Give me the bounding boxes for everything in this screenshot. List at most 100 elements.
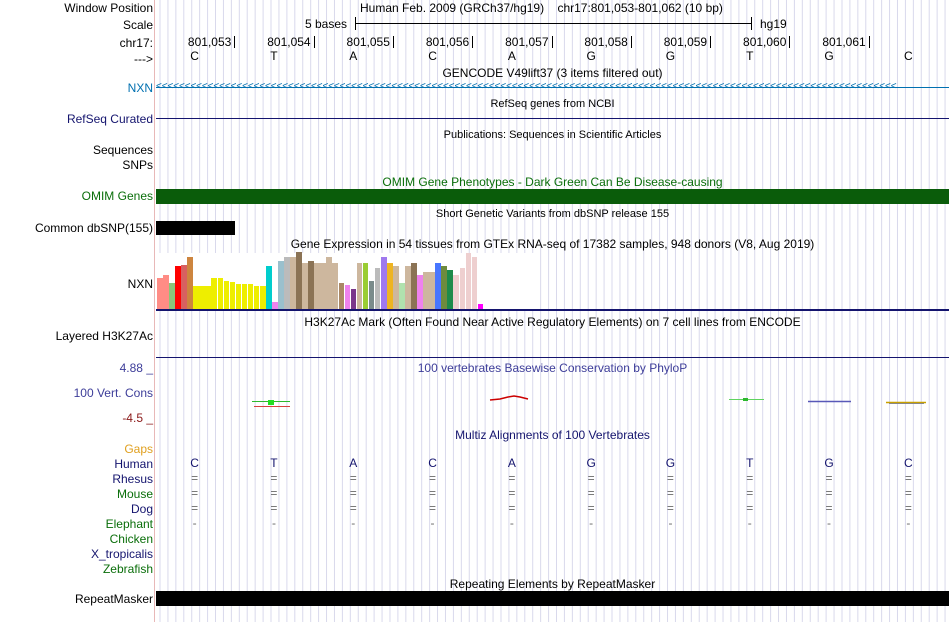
- gtex-tissue-bar[interactable]: [417, 274, 423, 309]
- multiz-species-zebrafish[interactable]: Zebrafish: [102, 562, 153, 576]
- gtex-tissue-bar[interactable]: [380, 256, 387, 309]
- multiz-dog-cell: =: [429, 501, 437, 515]
- gtex-tissue-bar[interactable]: [271, 302, 278, 309]
- gtex-tissue-bar[interactable]: [265, 266, 272, 309]
- gtex-tissue-bar[interactable]: [308, 260, 314, 309]
- gtex-tissue-bar[interactable]: [411, 263, 417, 309]
- gtex-tissue-bar[interactable]: [423, 271, 429, 309]
- multiz-human-base: A: [349, 456, 358, 470]
- publications-track-title[interactable]: Publications: Sequences in Scientific Ar…: [443, 129, 662, 141]
- multiz-elephant-cell: -: [192, 516, 197, 530]
- gtex-tissue-bar[interactable]: [350, 289, 357, 309]
- gtex-tissue-bar[interactable]: [223, 280, 230, 309]
- gtex-tissue-bar[interactable]: [320, 263, 327, 309]
- ruler-tick: [313, 36, 315, 48]
- gencode-gene-label[interactable]: NXN: [127, 81, 153, 95]
- gtex-tissue-bar[interactable]: [247, 284, 254, 309]
- h3k27ac-track-title[interactable]: H3K27Ac Mark (Often Found Near Active Re…: [304, 315, 801, 329]
- gtex-tissue-bar[interactable]: [229, 281, 236, 309]
- gtex-tissue-bar[interactable]: [344, 285, 351, 309]
- multiz-track-title[interactable]: Multiz Alignments of 100 Vertebrates: [455, 428, 650, 442]
- publications-sequences-label[interactable]: Sequences: [92, 143, 153, 157]
- ruler-tick: [789, 36, 791, 48]
- gtex-tissue-bar[interactable]: [332, 263, 339, 309]
- gtex-tissue-bar[interactable]: [368, 280, 375, 309]
- gtex-tissue-bar[interactable]: [169, 283, 175, 309]
- gtex-tissue-bar[interactable]: [465, 253, 472, 309]
- gtex-tissue-bar[interactable]: [296, 252, 302, 309]
- dbsnp-track-title[interactable]: Short Genetic Variants from dbSNP releas…: [435, 208, 670, 220]
- gtex-tissue-bar[interactable]: [290, 256, 296, 309]
- gtex-tissue-bar[interactable]: [435, 263, 441, 309]
- phylop-label[interactable]: 100 Vert. Cons: [73, 386, 153, 400]
- gtex-tissue-bar[interactable]: [157, 277, 163, 309]
- gtex-tissue-bar[interactable]: [302, 263, 308, 309]
- phylop-mark-base8-block: [743, 398, 748, 401]
- gtex-tissue-bar[interactable]: [235, 284, 242, 309]
- gtex-tissue-bar[interactable]: [253, 286, 260, 309]
- gtex-tissue-bar[interactable]: [338, 283, 345, 309]
- gtex-tissue-bar[interactable]: [392, 266, 399, 309]
- gtex-tissue-bar[interactable]: [459, 267, 466, 309]
- multiz-rhesus-cell: =: [270, 471, 278, 485]
- multiz-dog-cell: =: [270, 501, 278, 515]
- gtex-tissue-bar[interactable]: [175, 266, 181, 309]
- gtex-baseline: [156, 309, 949, 311]
- repeatmasker-feature[interactable]: [156, 591, 949, 606]
- gtex-tissue-bar[interactable]: [217, 277, 224, 309]
- gtex-track-title[interactable]: Gene Expression in 54 tissues from GTEx …: [290, 237, 815, 251]
- gtex-tissue-bar[interactable]: [447, 270, 454, 309]
- repeatmasker-label[interactable]: RepeatMasker: [74, 592, 153, 606]
- refseq-track-title[interactable]: RefSeq genes from NCBI: [490, 98, 615, 110]
- gtex-tissue-bar[interactable]: [429, 271, 435, 309]
- gtex-tissue-bar[interactable]: [259, 286, 266, 309]
- publications-snps-label[interactable]: SNPs: [122, 158, 153, 172]
- gtex-tissue-bar[interactable]: [181, 264, 187, 309]
- phylop-track-title[interactable]: 100 vertebrates Basewise Conservation by…: [417, 361, 688, 375]
- gencode-track-title[interactable]: GENCODE V49lift37 (3 items filtered out): [442, 66, 663, 80]
- gtex-tissue-bar[interactable]: [205, 286, 212, 309]
- multiz-species-elephant[interactable]: Elephant: [105, 517, 153, 531]
- gtex-tissue-bar[interactable]: [399, 283, 405, 309]
- gtex-tissue-bar[interactable]: [163, 274, 169, 309]
- multiz-mouse-cell: =: [349, 486, 357, 500]
- repeatmasker-track-title[interactable]: Repeating Elements by RepeatMasker: [449, 577, 656, 591]
- gtex-tissue-bar[interactable]: [241, 284, 248, 309]
- multiz-mouse-cell: =: [429, 486, 437, 500]
- dbsnp-variant[interactable]: [156, 221, 235, 235]
- gtex-tissue-bar[interactable]: [362, 263, 369, 309]
- multiz-gaps-label[interactable]: Gaps: [124, 442, 153, 456]
- multiz-species-xtropicalis[interactable]: X_tropicalis: [90, 547, 153, 561]
- multiz-species-human[interactable]: Human: [114, 457, 153, 471]
- gencode-gene-body[interactable]: <<<<<<<<<<<<<<<<<<<<<<<<<<<<<<<<<<<<<<<<…: [156, 80, 949, 94]
- gtex-tissue-bar[interactable]: [278, 260, 284, 309]
- h3k27ac-label[interactable]: Layered H3K27Ac: [55, 329, 153, 343]
- multiz-species-chicken[interactable]: Chicken: [109, 532, 153, 546]
- gtex-tissue-bar[interactable]: [356, 263, 363, 309]
- omim-track-title[interactable]: OMIM Gene Phenotypes - Dark Green Can Be…: [382, 175, 723, 189]
- gtex-tissue-bar[interactable]: [374, 267, 381, 309]
- dbsnp-label[interactable]: Common dbSNP(155): [34, 221, 153, 235]
- gtex-tissue-bar[interactable]: [477, 304, 484, 309]
- gtex-tissue-bar[interactable]: [453, 274, 460, 309]
- multiz-species-rhesus[interactable]: Rhesus: [112, 472, 153, 486]
- phylop-signal[interactable]: [156, 362, 949, 428]
- gtex-tissue-bar[interactable]: [471, 256, 478, 309]
- omim-label[interactable]: OMIM Genes: [81, 189, 153, 203]
- gtex-tissue-bar[interactable]: [187, 256, 193, 309]
- refseq-gene-line[interactable]: [156, 118, 949, 119]
- multiz-species-mouse[interactable]: Mouse: [116, 487, 153, 501]
- gtex-tissue-bar[interactable]: [199, 286, 206, 309]
- gtex-tissue-bar[interactable]: [211, 277, 218, 309]
- refseq-label[interactable]: RefSeq Curated: [66, 112, 153, 126]
- multiz-species-dog[interactable]: Dog: [130, 502, 153, 516]
- gtex-tissue-bar[interactable]: [314, 263, 320, 309]
- gtex-tissue-bar[interactable]: [326, 256, 333, 309]
- gtex-tissue-bar[interactable]: [386, 263, 393, 309]
- gtex-tissue-bar[interactable]: [284, 256, 290, 309]
- omim-feature-bar[interactable]: [156, 189, 949, 204]
- gtex-tissue-bar[interactable]: [193, 286, 199, 309]
- gtex-gene-label[interactable]: NXN: [127, 277, 153, 291]
- gtex-tissue-bar[interactable]: [405, 266, 411, 309]
- gtex-tissue-bar[interactable]: [441, 266, 448, 309]
